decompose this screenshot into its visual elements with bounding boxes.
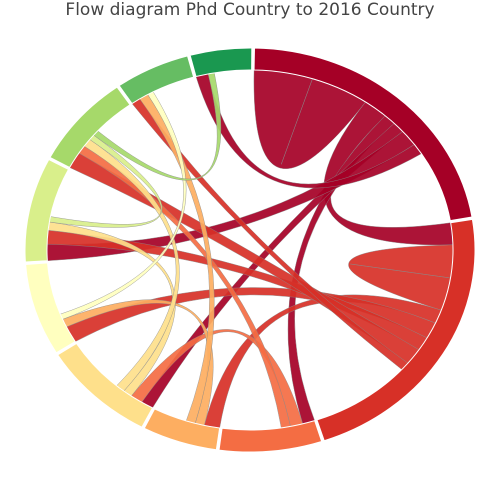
group-arc[interactable] [56, 342, 154, 428]
group-arc-layer [24, 47, 476, 453]
group-arc[interactable] [25, 262, 76, 354]
group-arc[interactable] [218, 420, 323, 453]
group-arc[interactable] [118, 55, 195, 105]
chart-title: Flow diagram Phd Country to 2016 Country [65, 0, 435, 20]
group-arc[interactable] [253, 47, 473, 222]
group-arc[interactable] [24, 158, 70, 263]
group-arc[interactable] [189, 47, 253, 78]
group-arc[interactable] [316, 218, 476, 442]
group-arc[interactable] [49, 86, 131, 169]
group-arc[interactable] [143, 408, 221, 451]
ribbon-layer [46, 69, 454, 429]
